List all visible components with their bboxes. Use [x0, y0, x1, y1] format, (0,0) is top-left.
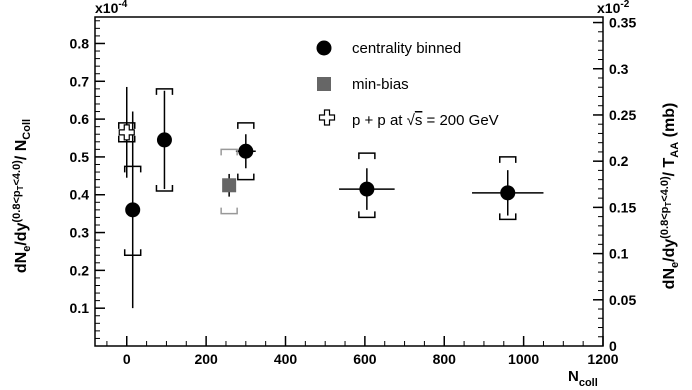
y-axis-label-left: dNe/dy(0.8<pT<4.0)/ NColl — [11, 119, 33, 273]
data-point-square — [222, 178, 237, 193]
y-left-tick-label: 0.8 — [70, 35, 90, 51]
x-tick-label: 1200 — [587, 351, 618, 367]
data-point-circle — [359, 181, 375, 197]
data-point-circle — [238, 143, 254, 159]
y-right-tick-label: 0.35 — [609, 15, 636, 31]
plot-frame — [94, 16, 604, 347]
legend: centrality binned min-bias p + p at √s =… — [316, 40, 499, 129]
y-left-tick-label: 0.7 — [70, 73, 90, 89]
x-axis-label: Ncoll — [568, 368, 598, 389]
systematic-bracket — [220, 148, 238, 215]
y-axis-label-right: dNe/dy(0.8<pT<4.0)/ TAA (mb) — [659, 103, 681, 290]
x-tick-label: 200 — [194, 351, 218, 367]
legend-label-minbias: min-bias — [352, 76, 409, 93]
y-right-tick-label: 0.3 — [609, 61, 629, 77]
y-right-tick-label-zero: 0 — [609, 338, 617, 354]
y-right-tick-label: 0.25 — [609, 107, 636, 123]
legend-label-pp: p + p at √s = 200 GeV — [352, 112, 499, 129]
y-left-tick-label: 0.1 — [70, 300, 90, 316]
x-tick-label: 400 — [274, 351, 298, 367]
y-right-tick-label: 0.1 — [609, 246, 629, 262]
systematic-bracket — [155, 88, 174, 192]
data-marks — [118, 86, 544, 309]
data-point-circle — [156, 132, 172, 148]
y-right-tick-label: 0.15 — [609, 199, 636, 215]
left-multiplier: x10-4 — [95, 0, 128, 16]
x-tick-label: 0 — [123, 351, 131, 367]
y-left-tick-label: 0.5 — [70, 149, 90, 165]
systematic-bracket — [237, 122, 255, 181]
x-tick-label: 800 — [433, 351, 457, 367]
legend-marker-centrality — [316, 40, 332, 56]
legend-label-centrality: centrality binned — [352, 40, 461, 57]
data-point-circle — [125, 202, 141, 218]
y-left-tick-label: 0.2 — [70, 262, 90, 278]
data-point-circle — [500, 185, 516, 201]
y-right-tick-label: 0.2 — [609, 153, 629, 169]
x-tick-label: 600 — [353, 351, 377, 367]
y-left-tick-label: 0.3 — [70, 225, 90, 241]
systematic-bracket — [358, 152, 376, 219]
x-axis: 0 200 400 600 800 1000 1200 — [106, 336, 619, 367]
legend-marker-pp — [318, 109, 336, 126]
legend-marker-minbias — [317, 77, 331, 91]
y-right-tick-label: 0.05 — [609, 292, 636, 308]
right-multiplier: x10-2 — [597, 0, 630, 16]
systematic-bracket — [499, 156, 517, 221]
y-left-tick-label: 0.6 — [70, 111, 90, 127]
y-left-tick-label: 0.4 — [70, 187, 90, 203]
data-point-open-cross — [118, 124, 135, 141]
y-axis-right: 0.05 0.1 0.15 0.2 0.25 0.3 0.35 0 — [593, 15, 636, 354]
x-tick-label: 1000 — [508, 351, 539, 367]
y-axis-left: 0.1 0.2 0.3 0.4 0.5 0.6 0.7 0.8 — [70, 20, 105, 339]
